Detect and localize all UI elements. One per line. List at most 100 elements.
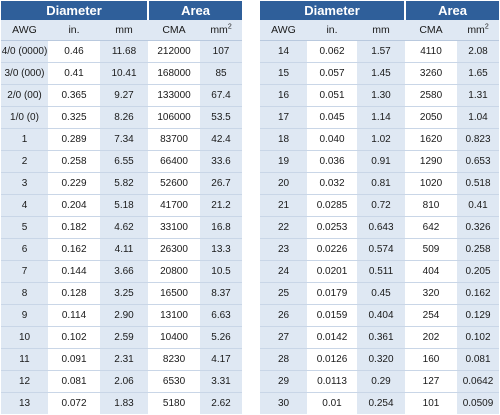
diameter-mm-cell: 7.34	[100, 128, 149, 151]
diameter-in-cell: 0.144	[48, 260, 100, 283]
area-mm2-cell: 1.65	[457, 62, 500, 85]
diameter-in-cell: 0.036	[307, 150, 357, 173]
area-mm2-cell: 42.4	[200, 128, 243, 151]
area-mm2-cell: 33.6	[200, 150, 243, 173]
diameter-in-cell: 0.0253	[307, 216, 357, 239]
diameter-in-cell: 0.0179	[307, 282, 357, 305]
diameter-mm-cell: 9.27	[100, 84, 149, 107]
diameter-in-cell: 0.0159	[307, 304, 357, 327]
table-row: 4 0.204 5.18 41700 21.2	[1, 194, 243, 217]
awg-cell: 16	[260, 84, 307, 107]
mm2-unit-exponent: 2	[227, 23, 232, 31]
table-row: 28 0.0126 0.320 160 0.081	[260, 348, 500, 371]
awg-cell: 15	[260, 62, 307, 85]
awg-cell: 22	[260, 216, 307, 239]
area-mm2-cell: 0.162	[457, 282, 500, 305]
table-row: 23 0.0226 0.574 509 0.258	[260, 238, 500, 261]
diameter-mm-cell: 0.72	[357, 194, 406, 217]
table-row: 18 0.040 1.02 1620 0.823	[260, 128, 500, 151]
area-mm2-cell: 10.5	[200, 260, 243, 283]
awg-column-header: AWG	[260, 20, 307, 41]
table-row: 12 0.081 2.06 6530 3.31	[1, 370, 243, 393]
diameter-in-cell: 0.289	[48, 128, 100, 151]
area-mm2-cell: 53.5	[200, 106, 243, 129]
area-cma-cell: 509	[405, 238, 458, 261]
inches-column-header: in.	[307, 20, 357, 41]
diameter-mm-cell: 0.404	[357, 304, 406, 327]
area-cma-cell: 404	[405, 260, 458, 283]
awg-cell: 29	[260, 370, 307, 393]
area-cma-cell: 5180	[148, 392, 201, 414]
awg-cell: 28	[260, 348, 307, 371]
cma-column-header: CMA	[148, 20, 201, 41]
table-row: 19 0.036 0.91 1290 0.653	[260, 150, 500, 173]
diameter-mm-cell: 1.45	[357, 62, 406, 85]
table-row: 22 0.0253 0.643 642 0.326	[260, 216, 500, 239]
diameter-mm-cell: 2.31	[100, 348, 149, 371]
awg-cell: 26	[260, 304, 307, 327]
diameter-mm-cell: 2.06	[100, 370, 149, 393]
awg-cell: 1/0 (0)	[1, 106, 48, 129]
area-mm2-cell: 13.3	[200, 238, 243, 261]
diameter-in-cell: 0.0226	[307, 238, 357, 261]
area-mm2-cell: 0.0509	[457, 392, 500, 414]
diameter-mm-cell: 2.59	[100, 326, 149, 349]
awg-cell: 2	[1, 150, 48, 173]
area-cma-cell: 8230	[148, 348, 201, 371]
area-cma-cell: 320	[405, 282, 458, 305]
mm2-unit-exponent: 2	[484, 23, 489, 31]
awg-cell: 1	[1, 128, 48, 151]
awg-cell: 8	[1, 282, 48, 305]
area-cma-cell: 52600	[148, 172, 201, 195]
diameter-mm-cell: 0.81	[357, 172, 406, 195]
area-cma-cell: 26300	[148, 238, 201, 261]
table-row: 1 0.289 7.34 83700 42.4	[1, 128, 243, 151]
table-row: 4/0 (0000) 0.46 11.68 212000 107	[1, 40, 243, 63]
area-mm2-cell: 0.518	[457, 172, 500, 195]
diameter-in-cell: 0.081	[48, 370, 100, 393]
diameter-mm-cell: 0.511	[357, 260, 406, 283]
diameter-in-cell: 0.46	[48, 40, 100, 63]
table-row: 27 0.0142 0.361 202 0.102	[260, 326, 500, 349]
area-cma-cell: 4110	[405, 40, 458, 63]
area-cma-cell: 212000	[148, 40, 201, 63]
area-header: Area	[148, 1, 243, 20]
awg-cell: 11	[1, 348, 48, 371]
inches-column-header: in.	[48, 20, 100, 41]
table-row: 2/0 (00) 0.365 9.27 133000 67.4	[1, 84, 243, 107]
awg-cell: 3	[1, 172, 48, 195]
wire-gauge-table-right: Diameter Area AWG in. mm CMA mm2 14 0.062…	[260, 1, 500, 414]
awg-cell: 21	[260, 194, 307, 217]
table-row: 5 0.182 4.62 33100 16.8	[1, 216, 243, 239]
area-mm2-cell: 26.7	[200, 172, 243, 195]
awg-cell: 6	[1, 238, 48, 261]
area-cma-cell: 6530	[148, 370, 201, 393]
diameter-mm-cell: 0.361	[357, 326, 406, 349]
table-row: 21 0.0285 0.72 810 0.41	[260, 194, 500, 217]
area-cma-cell: 1620	[405, 128, 458, 151]
diameter-in-cell: 0.057	[307, 62, 357, 85]
area-cma-cell: 2580	[405, 84, 458, 107]
area-cma-cell: 66400	[148, 150, 201, 173]
diameter-mm-cell: 5.18	[100, 194, 149, 217]
diameter-mm-cell: 4.11	[100, 238, 149, 261]
diameter-mm-cell: 0.45	[357, 282, 406, 305]
diameter-in-cell: 0.01	[307, 392, 357, 414]
mm-column-header: mm	[100, 20, 149, 41]
awg-cell: 25	[260, 282, 307, 305]
area-cma-cell: 41700	[148, 194, 201, 217]
area-cma-cell: 3260	[405, 62, 458, 85]
mm-column-header: mm	[357, 20, 406, 41]
diameter-mm-cell: 3.25	[100, 282, 149, 305]
area-mm2-cell: 1.04	[457, 106, 500, 129]
diameter-in-cell: 0.045	[307, 106, 357, 129]
area-cma-cell: 168000	[148, 62, 201, 85]
diameter-mm-cell: 2.90	[100, 304, 149, 327]
diameter-mm-cell: 10.41	[100, 62, 149, 85]
awg-cell: 14	[260, 40, 307, 63]
diameter-in-cell: 0.229	[48, 172, 100, 195]
area-cma-cell: 810	[405, 194, 458, 217]
table-row: 10 0.102 2.59 10400 5.26	[1, 326, 243, 349]
diameter-in-cell: 0.114	[48, 304, 100, 327]
area-mm2-cell: 67.4	[200, 84, 243, 107]
